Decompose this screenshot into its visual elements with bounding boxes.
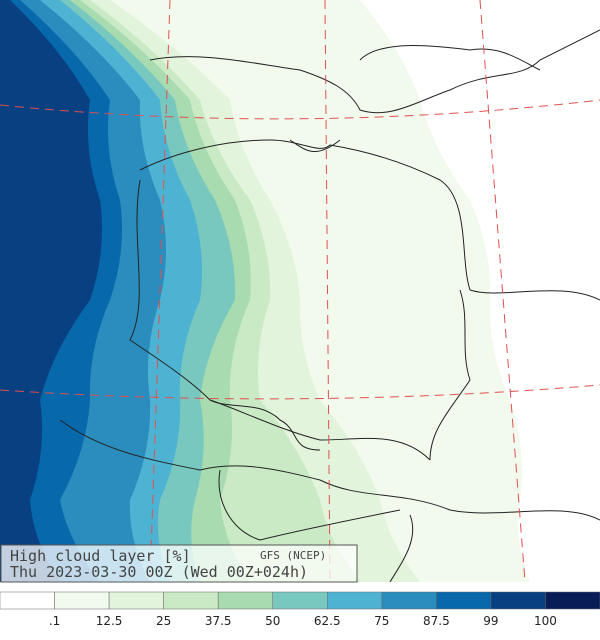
legend-label: 62.5 [314,614,341,628]
legend-label: 99 [483,614,498,628]
info-box [0,544,358,583]
legend-swatch [54,591,110,610]
legend-label: 12.5 [96,614,123,628]
legend-swatch [436,591,492,610]
legend-label: 25 [156,614,171,628]
map-subtitle: Thu 2023-03-30 00Z (Wed 00Z+024h) [10,563,308,581]
legend-swatch [545,591,600,610]
legend-swatch [163,591,219,610]
legend-swatch [108,591,164,610]
source-label: GFS (NCEP) [260,549,326,562]
legend-label: 87.5 [423,614,450,628]
country-borders [59,29,600,583]
legend-swatch [217,591,273,610]
legend-swatch [0,591,55,610]
legend-swatch [490,591,546,610]
map-title: High cloud layer [%] [10,547,191,565]
legend-swatch [381,591,437,610]
legend-label: 75 [374,614,389,628]
legend-label: 50 [265,614,280,628]
legend-swatch [327,591,383,610]
legend-label: .1 [49,614,60,628]
legend-swatch [272,591,328,610]
map-field [0,0,530,582]
colorbar: .1 12.5 25 37.5 50 62.5 75 87.5 99 100 [0,591,600,628]
legend-label: 100 [534,614,557,628]
cloud-band [0,0,103,582]
grid-lines [0,0,600,583]
legend-label: 37.5 [205,614,232,628]
